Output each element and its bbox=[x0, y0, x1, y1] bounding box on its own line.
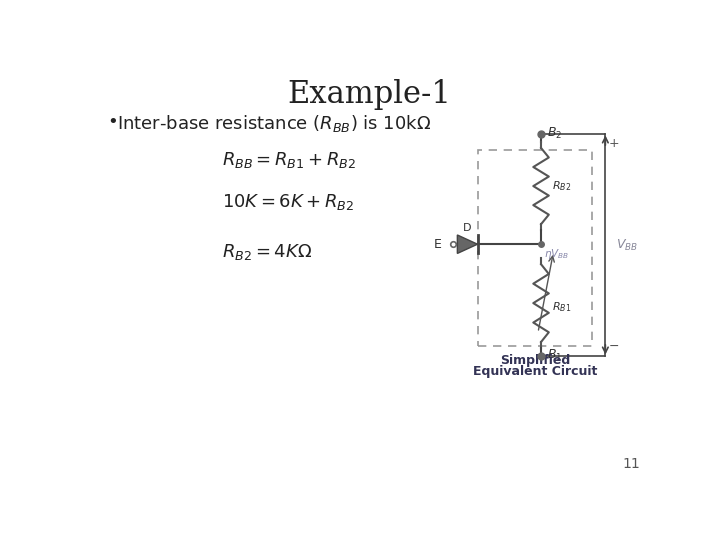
Text: E: E bbox=[434, 238, 442, 251]
Bar bbox=[477, 150, 593, 346]
Text: $R_{B2}$: $R_{B2}$ bbox=[552, 179, 571, 193]
Text: Equivalent Circuit: Equivalent Circuit bbox=[472, 365, 597, 378]
Text: Simplified: Simplified bbox=[500, 354, 570, 367]
Text: Example-1: Example-1 bbox=[287, 79, 451, 110]
Text: $B_2$: $B_2$ bbox=[547, 126, 562, 141]
Text: $R_{B2} = 4K\Omega$: $R_{B2} = 4K\Omega$ bbox=[222, 242, 312, 262]
Text: $\eta V_{BB}$: $\eta V_{BB}$ bbox=[544, 247, 570, 261]
Text: −: − bbox=[608, 340, 619, 353]
Polygon shape bbox=[457, 235, 477, 253]
Text: D: D bbox=[463, 224, 472, 233]
Text: +: + bbox=[608, 137, 619, 150]
Text: 11: 11 bbox=[623, 457, 640, 471]
Text: $R_{BB} = R_{B1} + R_{B2}$: $R_{BB} = R_{B1} + R_{B2}$ bbox=[222, 150, 356, 170]
Text: •: • bbox=[107, 112, 118, 131]
Text: $V_{BB}$: $V_{BB}$ bbox=[616, 238, 638, 253]
Text: $R_{B1}$: $R_{B1}$ bbox=[552, 300, 571, 314]
Text: $B_1$: $B_1$ bbox=[547, 348, 562, 363]
Text: $10K = 6K + R_{B2}$: $10K = 6K + R_{B2}$ bbox=[222, 192, 354, 212]
Text: Inter-base resistance ($R_{BB}$) is 10k$\Omega$: Inter-base resistance ($R_{BB}$) is 10k$… bbox=[117, 112, 431, 133]
